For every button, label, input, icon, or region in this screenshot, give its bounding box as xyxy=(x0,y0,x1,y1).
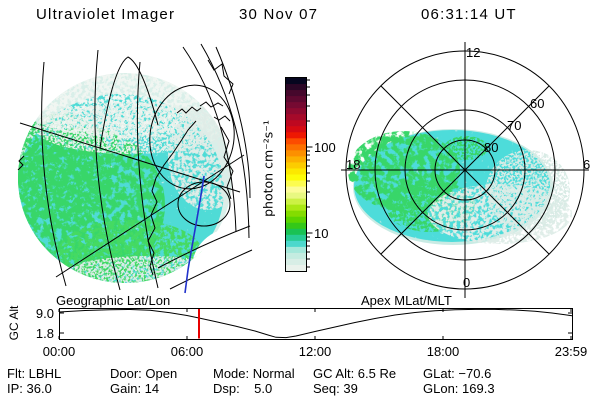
colorbar-band xyxy=(286,144,306,151)
mlat-label-80: 80 xyxy=(484,140,499,155)
page-title: Ultraviolet Imager xyxy=(36,6,176,23)
polar-grid xyxy=(341,42,589,298)
status-gain: Gain: 14 xyxy=(110,381,160,396)
colorbar xyxy=(285,77,313,272)
status-gc-alt: GC Alt: 6.5 Re xyxy=(313,366,397,381)
colorbar-band xyxy=(286,186,306,194)
xtick-1200: 12:00 xyxy=(298,344,332,359)
map-graticule xyxy=(19,43,253,291)
colorbar-ticks xyxy=(306,79,313,268)
colorbar-band xyxy=(286,126,306,133)
status-ip: IP: 36.0 xyxy=(7,381,52,396)
status-glat: GLat: −70.6 xyxy=(423,366,492,381)
mlt-label-12: 12 xyxy=(466,45,481,60)
status-mode: Mode: Normal xyxy=(213,366,295,381)
apex-caption: Apex MLat/MLT xyxy=(361,293,452,308)
status-glon: GLon: 169.3 xyxy=(423,381,495,396)
colorbar-band xyxy=(286,258,306,266)
colorbar-band xyxy=(286,132,306,139)
apex-uv-image xyxy=(341,42,589,298)
mlt-label-18: 18 xyxy=(346,157,361,172)
colorbar-band xyxy=(286,228,306,236)
colorbar-band xyxy=(286,180,306,188)
colorbar-band xyxy=(286,90,306,97)
colorbar-band xyxy=(286,96,306,103)
status-flt: Flt: LBHL xyxy=(7,366,62,381)
colorbar-band xyxy=(286,150,306,158)
mlat-label-70: 70 xyxy=(507,118,522,133)
geographic-uv-image xyxy=(17,43,253,294)
colorbar-band xyxy=(286,192,306,200)
y-axis-label: GC Alt xyxy=(7,305,21,341)
status-door: Door: Open xyxy=(110,366,178,381)
mlat-label-60: 60 xyxy=(530,96,545,111)
colorbar-band xyxy=(286,162,306,170)
colorbar-band xyxy=(286,78,306,85)
altitude-chart xyxy=(58,308,573,340)
uv-emission-blob-apex xyxy=(348,129,572,245)
time-label: 06:31:14 UT xyxy=(421,6,517,23)
ytick-1-8: 1.8 xyxy=(35,326,54,341)
altitude-curve xyxy=(58,308,573,339)
status-dsp: Dsp: 5.0 xyxy=(213,381,273,396)
coastline xyxy=(17,59,234,276)
ytick-9: 9.0 xyxy=(35,306,54,321)
mlt-label-6: 6 xyxy=(583,157,591,172)
colorbar-band xyxy=(286,156,306,164)
colorbar-band xyxy=(286,210,306,218)
colorbar-bands xyxy=(286,78,306,272)
colorbar-band xyxy=(286,252,306,260)
chart-frame xyxy=(59,308,573,340)
status-seq: Seq: 39 xyxy=(313,381,358,396)
colorbar-band xyxy=(286,174,306,182)
xtick-2359: 23:59 xyxy=(554,344,588,359)
colorbar-band xyxy=(286,108,306,115)
colorbar-band xyxy=(286,240,306,248)
colorbar-tick-10: 10 xyxy=(314,226,329,241)
colorbar-band xyxy=(286,234,306,242)
colorbar-axis-label: photon cm⁻²s⁻¹ xyxy=(260,120,276,217)
xtick-1800: 18:00 xyxy=(426,344,460,359)
xtick-0600: 06:00 xyxy=(170,344,204,359)
colorbar-band xyxy=(286,222,306,230)
mlt-label-0: 0 xyxy=(463,275,471,290)
colorbar-band xyxy=(286,264,306,272)
date-label: 30 Nov 07 xyxy=(239,6,319,23)
colorbar-band xyxy=(286,84,306,91)
colorbar-band xyxy=(286,198,306,206)
colorbar-band xyxy=(286,246,306,254)
colorbar-band xyxy=(286,168,306,176)
colorbar-band xyxy=(286,102,306,109)
colorbar-band xyxy=(286,216,306,224)
colorbar-border xyxy=(285,77,307,272)
colorbar-tick-100: 100 xyxy=(314,140,336,155)
colorbar-band xyxy=(286,204,306,212)
orbit-track-line xyxy=(184,175,205,294)
colorbar-band xyxy=(286,120,306,127)
geo-caption: Geographic Lat/Lon xyxy=(56,293,171,308)
xtick-0000: 00:00 xyxy=(42,344,76,359)
time-axis-ticks xyxy=(58,309,572,339)
colorbar-band xyxy=(286,138,306,145)
colorbar-band xyxy=(286,114,306,121)
